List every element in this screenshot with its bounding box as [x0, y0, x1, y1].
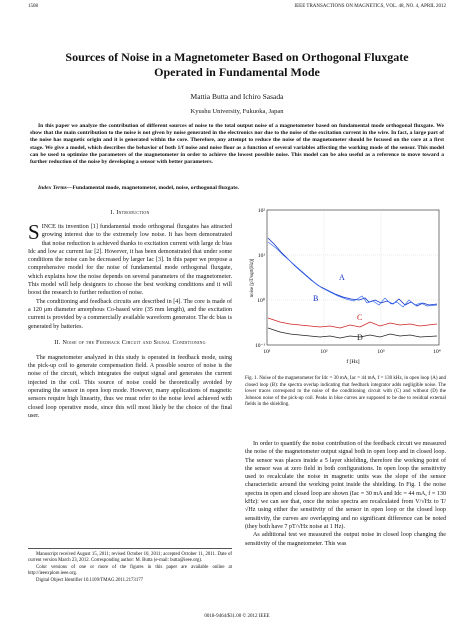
left-column: I. Introduction S INCE its invention [1] … — [28, 209, 232, 420]
curve-b — [267, 241, 438, 308]
curve-c — [267, 317, 438, 329]
footer: 0018-9464/$31.00 © 2012 IEEE — [204, 614, 270, 619]
footnote: Digital Object Identifier 10.1109/TMAG.2… — [36, 577, 144, 583]
abstract: In this paper we analyze the contributio… — [30, 123, 444, 166]
figure: 10² 10¹ 10⁰ 10⁻¹ 10¹ 10² 10³ 10⁴ f [Hz] … — [250, 208, 441, 365]
x-ticks: 10¹ 10² 10³ 10⁴ — [263, 349, 440, 355]
footnotes: Manuscript received August 15, 2011; rev… — [28, 548, 232, 584]
x-tick-label: 10² — [320, 349, 328, 355]
x-tick-label: 10¹ — [263, 349, 271, 355]
section-heading: II. Noise of the Feedback Circuit and Si… — [54, 338, 206, 346]
drop-cap: S — [28, 220, 40, 244]
figure-caption: Fig. 1. Noise of the magnetometer for Id… — [245, 376, 446, 408]
y-axis-label: noise [pT/sqrt(Hz)] — [250, 258, 255, 297]
paragraph: In order to quantify the noise contribut… — [245, 441, 446, 530]
curve-label: C — [357, 313, 362, 322]
y-tick-label: 10⁻¹ — [255, 343, 265, 349]
curve-a — [267, 237, 438, 307]
paragraph: The conditioning and feedback circuits a… — [28, 298, 232, 330]
grid — [267, 210, 439, 345]
y-tick-label: 10² — [258, 208, 266, 214]
curve-label: B — [313, 294, 318, 303]
index-terms-label: Index Terms— — [38, 185, 73, 191]
x-tick-label: 10³ — [377, 349, 385, 355]
curve-label: D — [357, 333, 363, 342]
footnote: Color versions of one or more of the fig… — [28, 564, 232, 577]
plot-frame — [266, 209, 440, 346]
title: Sources of Noise in a Magnetometer Based… — [65, 50, 409, 79]
y-tick-label: 10¹ — [258, 253, 266, 259]
paragraph: INCE its invention [1] fundamental mode … — [28, 224, 232, 297]
index-terms-text: Fundamental mode, magnetometer, model, n… — [72, 185, 239, 191]
paragraph: As additional test we measured the outpu… — [245, 532, 446, 547]
curve-label: A — [339, 273, 345, 282]
y-tick-label: 10⁰ — [257, 297, 266, 304]
x-tick-label: 10⁴ — [433, 349, 441, 355]
y-ticks: 10² 10¹ 10⁰ 10⁻¹ — [255, 208, 266, 349]
right-column: In order to quantify the noise contribut… — [245, 440, 446, 548]
journal-header: IEEE TRANSACTIONS ON MAGNETICS, VOL. 48,… — [294, 4, 446, 9]
footnote: Manuscript received August 15, 2011; rev… — [28, 552, 232, 564]
curve-d — [267, 327, 438, 339]
section-heading: I. Introduction — [110, 209, 150, 216]
authors: Mattia Butta and Ichiro Sasada — [190, 92, 284, 101]
x-axis-label: f [Hz] — [346, 358, 359, 365]
index-terms: Index Terms—Fundamental mode, magnetomet… — [30, 185, 444, 191]
paragraph: The magnetometer analyzed in this study … — [28, 354, 232, 419]
affiliation: Kyushu University, Fukuoka, Japan — [190, 108, 284, 115]
page-number: 1508 — [28, 4, 38, 9]
